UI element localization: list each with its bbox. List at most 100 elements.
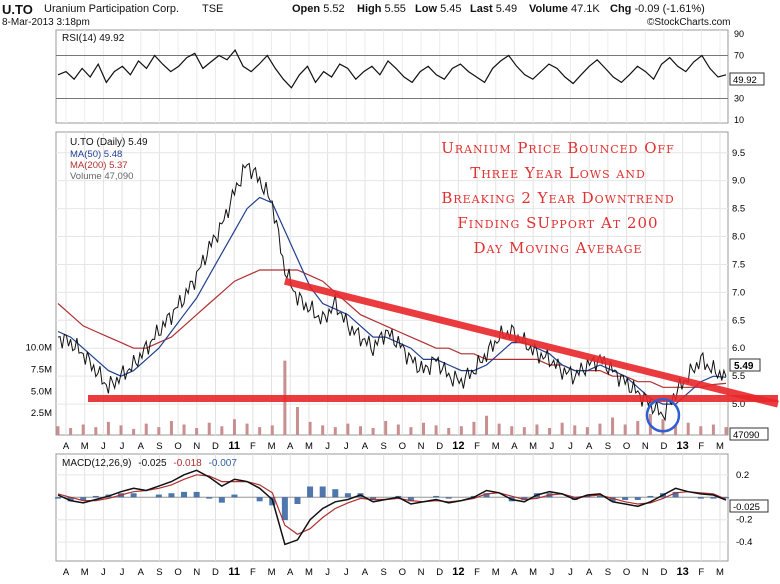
last-group: Last 5.49 — [470, 3, 517, 15]
volume-bar — [384, 421, 388, 435]
price-y-tick-label: 6.0 — [732, 343, 745, 354]
macd-histogram-bar — [433, 495, 440, 498]
volume-bar — [371, 428, 375, 435]
macd-line — [57, 469, 727, 546]
volume-label: Volume — [529, 3, 568, 15]
rsi-y-tick-label: 30 — [734, 94, 744, 104]
macd-x-tick-label: D — [212, 567, 219, 578]
volume-bar — [245, 423, 249, 435]
price-x-tick-label: J — [549, 441, 554, 452]
company-name: Uranium Participation Corp. — [44, 3, 180, 15]
brand: ©StockCharts.com — [647, 17, 731, 28]
annotation-line-5: Day Moving Average — [473, 239, 642, 257]
price-x-tick-label: 12 — [452, 440, 464, 452]
macd-x-tick-label: M — [492, 567, 500, 578]
price-x-tick-label: J — [325, 441, 330, 452]
macd-histogram-bar — [370, 497, 377, 500]
macd-histogram-bar — [407, 497, 414, 502]
volume-y-tick-label: 5.0M — [31, 386, 52, 397]
macd-x-tick-label: F — [474, 567, 480, 578]
macd-histogram-bar — [672, 491, 679, 498]
volume-bar — [447, 428, 451, 435]
price-x-tick-label: 11 — [228, 440, 240, 452]
macd-x-tick-label: D — [661, 567, 668, 578]
price-y-tick-label: 5.5 — [732, 371, 745, 382]
volume-bar — [144, 423, 148, 435]
volume-bar — [598, 423, 602, 435]
macd-histogram-bar — [294, 497, 301, 505]
volume-bar — [258, 427, 262, 435]
macd-x-tick-label: J — [325, 567, 330, 578]
volume-bar — [623, 424, 627, 435]
macd-histogram-bar — [344, 493, 351, 498]
annotation-line-3: Breaking 2 Year Downtrend — [441, 189, 674, 207]
rsi-panel — [55, 29, 729, 124]
rsi-y-tick-label: 70 — [734, 51, 744, 61]
macd-x-tick-label: 11 — [228, 566, 240, 578]
price-x-tick-label: S — [156, 441, 162, 452]
open-group: Open 5.52 — [292, 3, 345, 15]
price-y-tick-label: 9.0 — [732, 176, 745, 187]
volume-bar — [295, 407, 299, 435]
macd-histogram-bar — [622, 497, 629, 500]
macd-x-tick-label: N — [418, 567, 425, 578]
open-value: 5.52 — [323, 3, 345, 15]
annotation-line-1: Uranium Price Bounced Off — [441, 139, 675, 157]
volume-y-tick-label: 2.5M — [31, 408, 52, 419]
price-x-tick-label: M — [305, 441, 313, 452]
macd-x-tick-label: N — [642, 567, 649, 578]
price-x-tick-label: F — [250, 441, 256, 452]
price-x-tick-label: A — [287, 441, 294, 452]
macd-x-tick-label: S — [156, 567, 162, 578]
price-x-tick-label: M — [716, 441, 724, 452]
high-group: High 5.55 — [357, 3, 406, 15]
price-x-tick-label: 13 — [677, 440, 689, 452]
volume-bar — [94, 427, 98, 435]
price-last-badge-box — [729, 358, 761, 372]
macd-panel — [55, 453, 729, 562]
macd-y-tick-label: -0.4 — [736, 537, 752, 548]
volume-bar — [497, 423, 501, 435]
macd-histogram-bar — [319, 486, 326, 498]
volume-bar — [346, 423, 350, 435]
volume-bar — [169, 421, 173, 435]
ma200-line — [57, 269, 727, 388]
volume-bar — [686, 422, 690, 435]
rsi-y-tick-label: 10 — [734, 115, 744, 125]
macd-x-tick-label: M — [305, 567, 313, 578]
downtrend-line — [284, 277, 779, 408]
macd-histogram-bar — [168, 493, 175, 498]
volume-bar — [409, 427, 413, 435]
volume-y-tick-label: 7.5M — [31, 364, 52, 375]
price-x-tick-label: A — [511, 441, 518, 452]
volume-bar — [195, 428, 199, 435]
price-legend-ma50: MA(50) 5.48 — [70, 149, 122, 160]
macd-histogram-bar — [634, 497, 641, 500]
chg-label: Chg — [610, 3, 632, 15]
macd-x-tick-label: O — [174, 567, 181, 578]
volume-bar — [636, 421, 640, 435]
macd-x-tick-label: A — [287, 567, 294, 578]
volume-last-badge-box — [729, 427, 769, 441]
price-y-tick-label: 5.0 — [732, 399, 745, 410]
macd-histogram-bar — [521, 497, 528, 500]
volume-last-badge: 47090 — [733, 430, 759, 441]
price-y-tick-label: 7.5 — [732, 259, 745, 270]
macd-legend-signal: -0.018 — [173, 458, 202, 469]
price-x-tick-label: J — [568, 441, 573, 452]
macd-histogram-bar — [445, 497, 452, 499]
macd-x-tick-label: A — [138, 567, 145, 578]
price-x-tick-label: D — [212, 441, 219, 452]
volume-bar — [711, 424, 715, 435]
price-x-tick-label: A — [586, 441, 593, 452]
price-x-tick-label: J — [344, 441, 349, 452]
volume-value: 47.1K — [570, 3, 600, 15]
volume-bar — [699, 426, 703, 435]
price-x-tick-label: N — [193, 441, 200, 452]
macd-histogram-bar — [130, 493, 137, 498]
low-value: 5.45 — [440, 3, 462, 15]
volume-bar — [560, 422, 564, 435]
annotation-line-2: Three Year Lows and — [470, 164, 646, 182]
volume-bar — [522, 427, 526, 435]
price-x-tick-label: J — [101, 441, 106, 452]
